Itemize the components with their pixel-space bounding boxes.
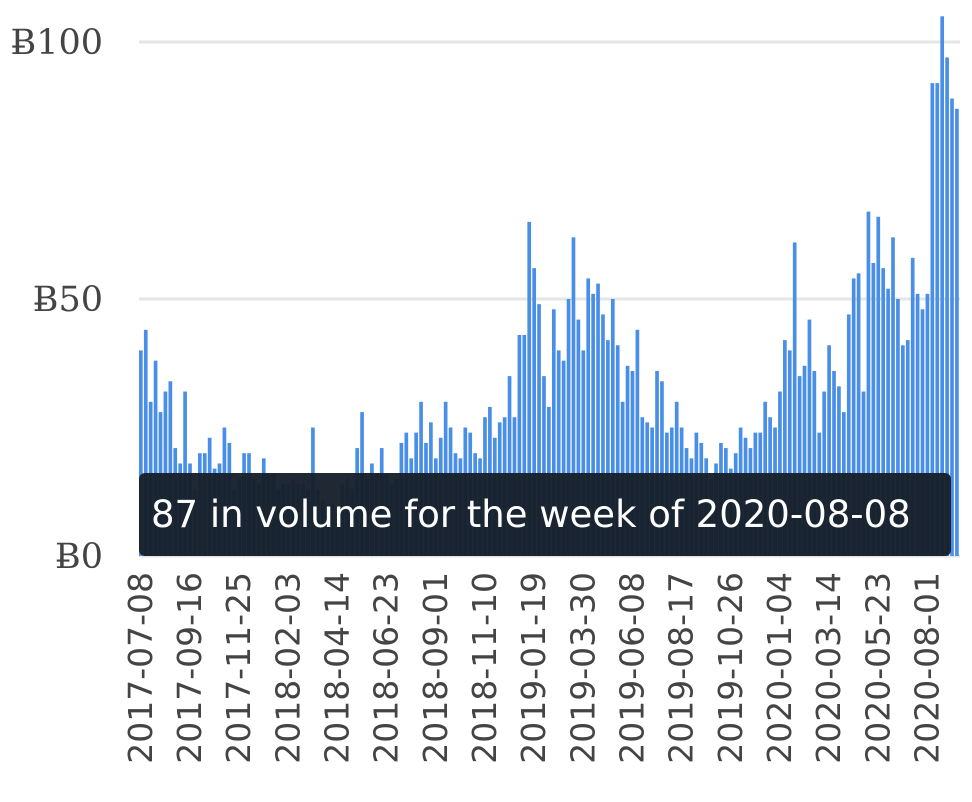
bar[interactable] (655, 370, 659, 556)
bar[interactable] (532, 268, 536, 556)
bar[interactable] (945, 57, 949, 557)
bar[interactable] (910, 257, 915, 556)
x-tick-label: 2017-09-16 (170, 572, 209, 764)
x-tick-label: 2019-06-08 (612, 572, 651, 764)
x-tick-label: 2019-10-26 (711, 572, 750, 764)
bar[interactable] (586, 278, 591, 556)
bar[interactable] (832, 370, 836, 556)
x-tick-label: 2019-08-17 (662, 572, 701, 764)
bar[interactable] (522, 334, 527, 556)
bar[interactable] (143, 329, 148, 556)
bar[interactable] (935, 83, 940, 557)
bar[interactable] (139, 350, 143, 556)
x-tick-label: 2020-08-01 (907, 572, 946, 764)
bar[interactable] (905, 340, 910, 556)
bar[interactable] (920, 309, 925, 556)
bar[interactable] (556, 350, 561, 556)
x-tick-label: 2019-03-30 (563, 572, 602, 764)
bar[interactable] (635, 329, 640, 556)
bar[interactable] (915, 293, 920, 556)
x-tick-label: 2019-01-19 (514, 572, 553, 764)
bar[interactable] (856, 273, 861, 556)
bar[interactable] (660, 381, 664, 556)
bar[interactable] (783, 340, 787, 556)
x-tick-label: 2020-01-04 (760, 572, 799, 764)
x-tick-label: 2017-11-25 (219, 572, 258, 764)
bar[interactable] (896, 299, 900, 556)
bar[interactable] (601, 314, 605, 556)
bar[interactable] (802, 365, 807, 556)
bar[interactable] (891, 237, 895, 556)
bar[interactable] (876, 216, 881, 556)
bar[interactable] (950, 98, 954, 556)
bar[interactable] (610, 299, 615, 556)
bar[interactable] (930, 83, 935, 557)
x-tick-label: 2018-11-10 (465, 572, 504, 764)
bar[interactable] (827, 345, 831, 556)
bar[interactable] (571, 237, 576, 556)
bar[interactable] (507, 376, 512, 556)
bar[interactable] (561, 360, 566, 556)
bar[interactable] (625, 365, 630, 556)
bar[interactable] (851, 278, 856, 556)
bar[interactable] (807, 319, 812, 556)
bar[interactable] (792, 242, 797, 556)
x-tick-label: 2017-07-08 (121, 572, 160, 764)
y-tick-label: Ƀ0 (55, 537, 103, 577)
y-tick-label: Ƀ50 (33, 280, 103, 320)
x-axis-ticks: 2017-07-08 2017-09-16 2017-11-25 2018-02-03… (121, 572, 947, 764)
bar[interactable] (168, 381, 173, 556)
bar[interactable] (837, 386, 841, 556)
x-tick-label: 2018-02-03 (268, 572, 307, 764)
bar[interactable] (576, 319, 581, 556)
x-tick-label: 2018-04-14 (317, 572, 356, 764)
bar[interactable] (881, 268, 886, 556)
bar[interactable] (925, 293, 930, 556)
bar[interactable] (812, 370, 817, 556)
bar[interactable] (787, 350, 792, 556)
x-tick-label: 2018-09-01 (416, 572, 455, 764)
bar[interactable] (871, 263, 876, 556)
bar[interactable] (630, 370, 635, 556)
bar[interactable] (581, 350, 586, 556)
x-tick-label: 2020-05-23 (858, 572, 897, 764)
bar[interactable] (797, 376, 802, 556)
y-axis-ticks: Ƀ0 Ƀ50 Ƀ100 (10, 23, 103, 577)
bar[interactable] (886, 288, 890, 556)
bar[interactable] (591, 293, 595, 556)
bar[interactable] (596, 283, 600, 556)
y-tick-label: Ƀ100 (10, 23, 103, 63)
x-tick-label: 2018-06-23 (367, 572, 406, 764)
bar[interactable] (955, 108, 959, 556)
bar[interactable] (866, 211, 871, 556)
bar[interactable] (527, 221, 532, 556)
bar[interactable] (517, 334, 522, 556)
bar[interactable] (606, 340, 610, 556)
bar[interactable] (537, 304, 541, 556)
bar[interactable] (153, 360, 158, 556)
x-tick-label: 2020-03-14 (809, 572, 848, 764)
bar[interactable] (542, 376, 546, 556)
bar-tooltip: 87 in volume for the week of 2020-08-08 (139, 473, 951, 556)
bar[interactable] (901, 345, 905, 556)
bar[interactable] (615, 345, 620, 556)
bar[interactable] (940, 16, 945, 557)
bar[interactable] (566, 299, 571, 556)
bar[interactable] (846, 314, 851, 556)
bar[interactable] (551, 309, 556, 556)
